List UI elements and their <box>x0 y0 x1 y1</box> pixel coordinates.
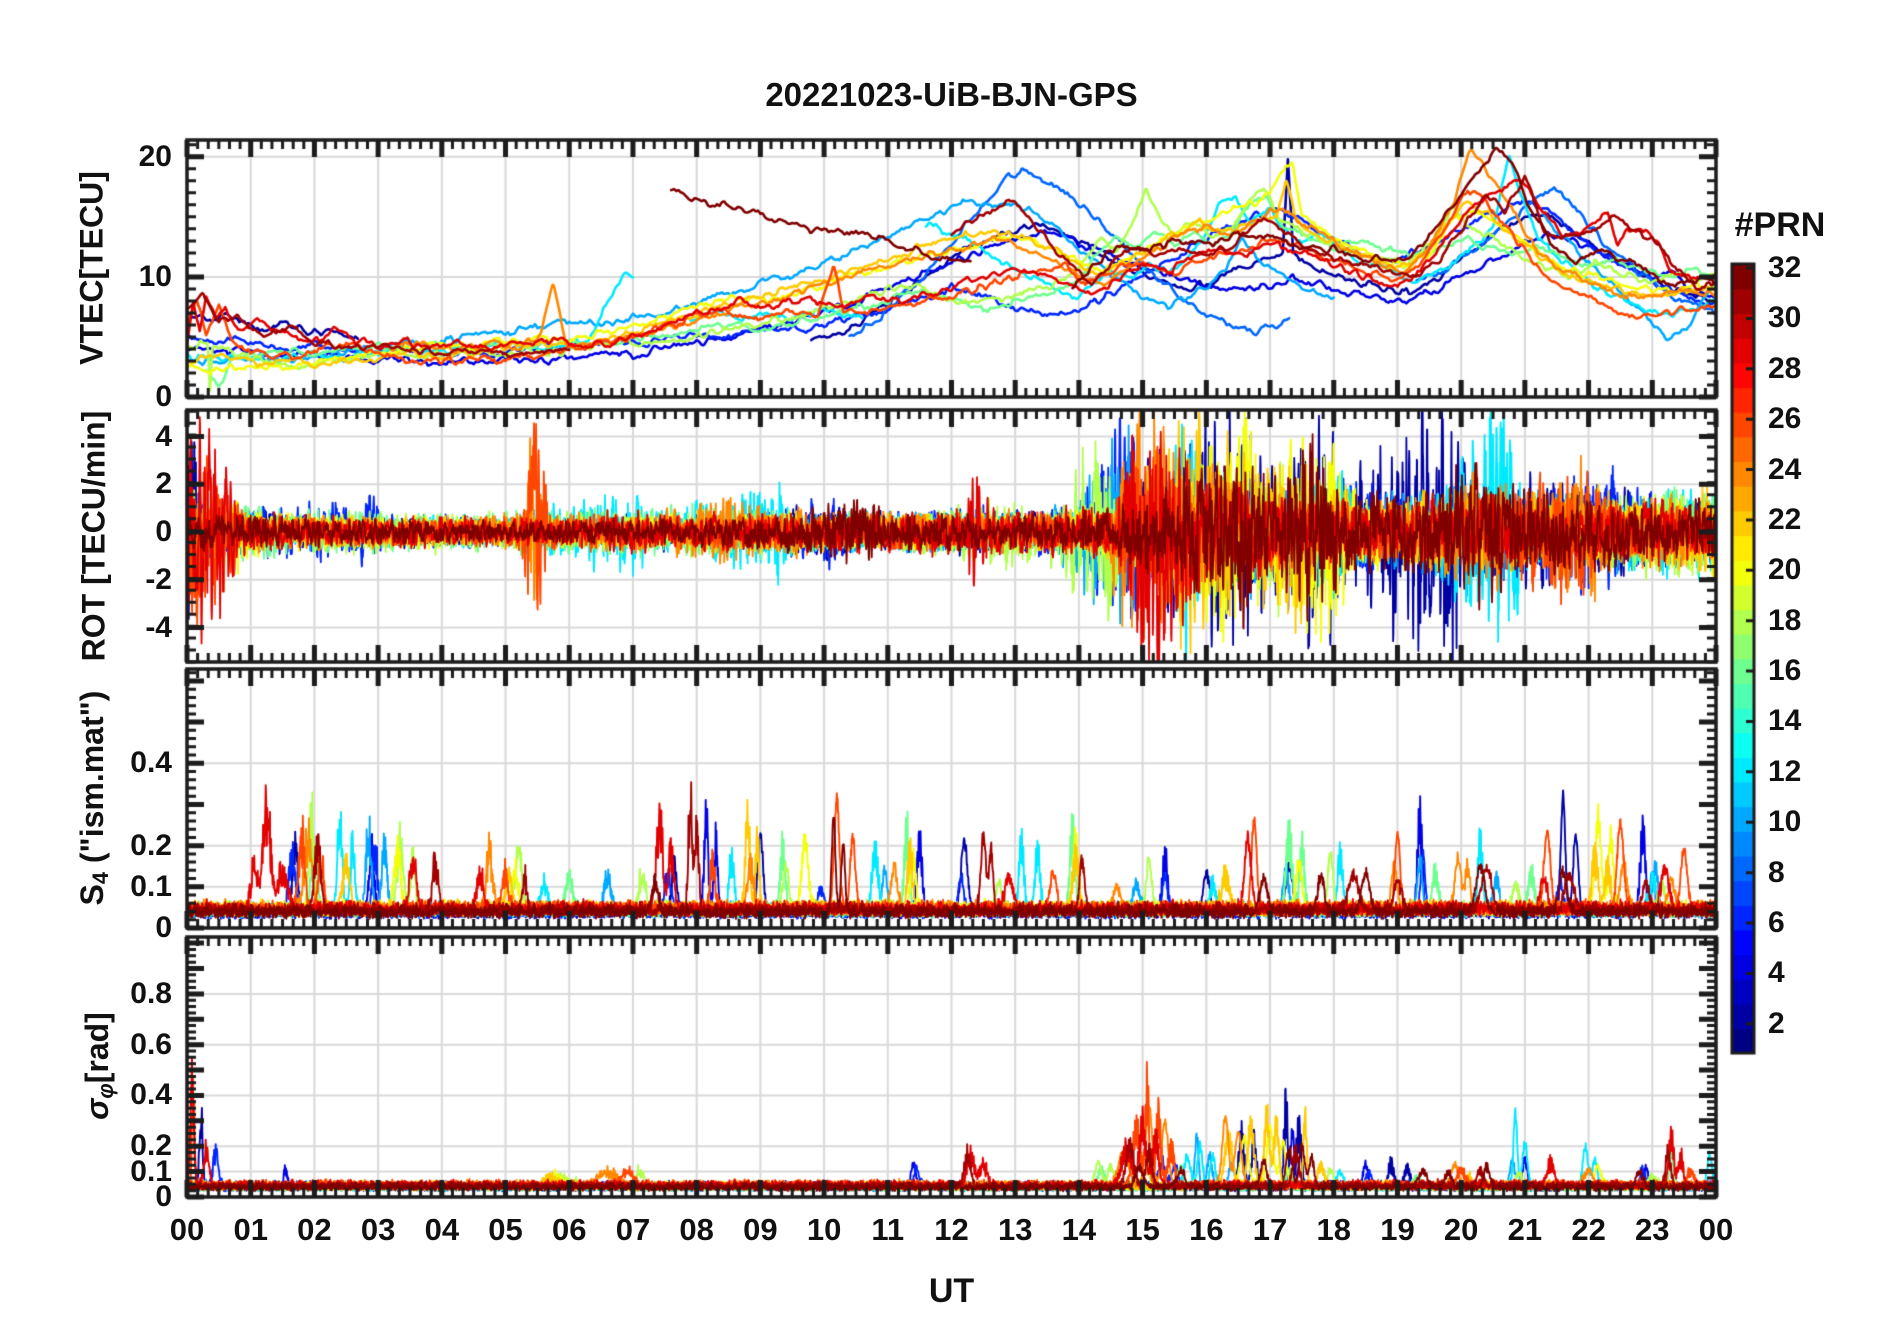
vtec-ytick: 20 <box>138 139 172 173</box>
x-tick: 23 <box>1635 1212 1670 1247</box>
s4-ytick: 0 <box>155 911 172 944</box>
x-tick: 03 <box>360 1212 396 1247</box>
colorbar-tick: 10 <box>1768 805 1802 839</box>
vtec-y-axis-label: VTEC[TECU] <box>73 171 110 365</box>
x-tick: 02 <box>297 1212 332 1247</box>
colorbar-tick: 2 <box>1768 1006 1785 1040</box>
x-tick: 04 <box>424 1212 460 1247</box>
x-tick: 07 <box>615 1212 651 1247</box>
x-tick: 00 <box>1698 1212 1734 1247</box>
colorbar-tick: 20 <box>1768 553 1802 587</box>
x-tick: 19 <box>1380 1212 1415 1247</box>
x-tick: 11 <box>871 1212 905 1247</box>
sigma_phi-ytick: 0 <box>155 1180 172 1213</box>
x-tick: 05 <box>488 1212 523 1247</box>
colorbar-tick: 8 <box>1768 855 1785 889</box>
colorbar-tick: 6 <box>1768 906 1785 940</box>
x-tick: 17 <box>1252 1212 1288 1247</box>
rot-ytick: -4 <box>145 610 172 644</box>
x-tick: 15 <box>1125 1212 1160 1247</box>
colorbar-title: #PRN <box>1734 206 1826 244</box>
x-tick: 13 <box>997 1212 1033 1247</box>
colorbar-tick: 14 <box>1768 704 1802 738</box>
s4-ytick: 0.1 <box>130 869 172 903</box>
colorbar-tick: 16 <box>1768 654 1802 688</box>
sigma_phi-ytick: 0.4 <box>130 1078 172 1112</box>
x-tick: 14 <box>1061 1212 1097 1247</box>
x-tick: 22 <box>1571 1212 1606 1247</box>
sigma_phi-ytick: 0.1 <box>130 1154 172 1188</box>
x-tick: 20 <box>1443 1212 1479 1247</box>
x-tick: 00 <box>169 1212 205 1247</box>
s4-ytick: 0.2 <box>130 828 172 862</box>
x-tick: 08 <box>679 1212 714 1247</box>
x-tick: 10 <box>806 1212 842 1247</box>
x-axis-label: UT <box>928 1272 975 1310</box>
s4-y-axis-label: S4 ("ism.mat") <box>73 690 114 906</box>
vtec-ytick: 0 <box>155 380 172 413</box>
colorbar-tick: 22 <box>1768 502 1802 536</box>
x-tick: 01 <box>233 1212 268 1247</box>
chart-title: 20221023-UiB-BJN-GPS <box>765 76 1138 113</box>
colorbar-tick: 12 <box>1768 754 1802 788</box>
x-tick: 09 <box>743 1212 778 1247</box>
colorbar-tick: 32 <box>1768 251 1802 284</box>
x-tick: 18 <box>1316 1212 1351 1247</box>
vtec-ytick: 10 <box>138 259 172 293</box>
rot-y-axis-label: ROT [TECU/min] <box>75 410 112 662</box>
x-tick: 21 <box>1507 1212 1543 1247</box>
sigma_phi-ytick: 0.8 <box>130 976 172 1010</box>
sigma_phi-y-axis-label: σφ[rad] <box>78 1012 119 1120</box>
colorbar-tick: 18 <box>1768 603 1802 637</box>
x-tick: 06 <box>552 1212 587 1247</box>
colorbar-tick: 30 <box>1768 301 1802 335</box>
rot-ytick: -2 <box>145 562 172 596</box>
s4-ytick: 0.4 <box>130 746 172 780</box>
colorbar-tick: 4 <box>1768 956 1785 990</box>
x-tick: 12 <box>934 1212 969 1247</box>
sigma_phi-ytick: 0.2 <box>130 1129 172 1163</box>
rot-ytick: 0 <box>155 515 172 549</box>
colorbar-tick: 28 <box>1768 351 1802 385</box>
x-tick: 16 <box>1189 1212 1224 1247</box>
sigma_phi-ytick: 0.6 <box>130 1027 172 1061</box>
colorbar-tick: 24 <box>1768 452 1802 486</box>
rot-ytick: 4 <box>155 419 172 453</box>
colorbar-tick: 26 <box>1768 402 1802 436</box>
rot-ytick: 2 <box>155 467 172 501</box>
